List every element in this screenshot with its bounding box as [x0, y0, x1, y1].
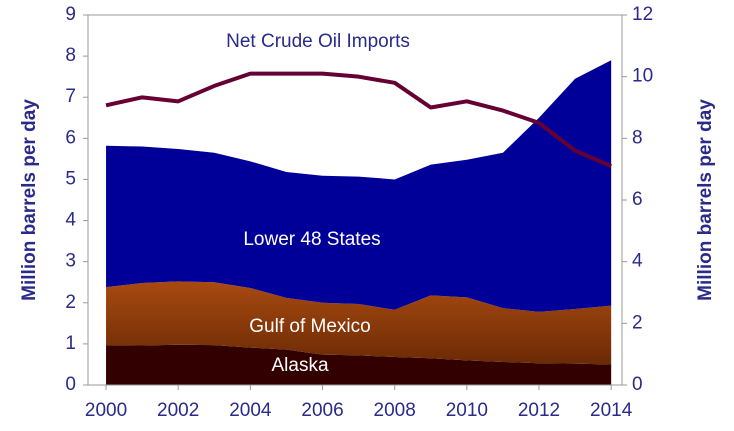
x-tick-label: 2010 — [446, 400, 488, 421]
x-tick-label: 2002 — [157, 400, 199, 421]
series-label: Net Crude Oil Imports — [226, 31, 410, 52]
y2-tick-label: 10 — [632, 66, 653, 87]
line — [105, 71, 612, 168]
y-tick-label: 8 — [65, 45, 76, 66]
x-tick-label: 2000 — [85, 400, 127, 421]
series-label: Gulf of Mexico — [249, 316, 370, 337]
y-tick-label: 5 — [65, 168, 76, 189]
x-tick-label: 2014 — [590, 400, 633, 421]
x-tick-label: 2004 — [229, 400, 272, 421]
y-tick-label: 6 — [65, 127, 76, 148]
y-tick-label: 3 — [65, 251, 76, 272]
area — [106, 344, 612, 385]
y2-tick-label: 4 — [632, 251, 643, 272]
y-tick-label: 9 — [65, 4, 76, 25]
series-label: Lower 48 States — [243, 229, 380, 250]
y2-tick-label: 2 — [632, 312, 643, 333]
y2-axis-label: Million barrels per day — [695, 99, 716, 301]
series-label: Alaska — [271, 355, 328, 376]
y-axis-label: Million barrels per day — [19, 99, 40, 301]
y2-tick-label: 6 — [632, 189, 643, 210]
x-tick-label: 2006 — [301, 400, 343, 421]
x-tick-label: 2008 — [374, 400, 416, 421]
y-tick-label: 7 — [65, 86, 76, 107]
y-tick-label: 2 — [65, 292, 76, 313]
y-tick-label: 4 — [65, 210, 76, 231]
y2-tick-label: 8 — [632, 127, 643, 148]
y2-tick-label: 0 — [632, 374, 643, 395]
area — [106, 60, 612, 312]
y-tick-label: 1 — [65, 333, 76, 354]
y2-tick-label: 12 — [632, 4, 653, 25]
area — [106, 281, 612, 365]
y-tick-label: 0 — [65, 374, 76, 395]
x-tick-label: 2012 — [518, 400, 560, 421]
